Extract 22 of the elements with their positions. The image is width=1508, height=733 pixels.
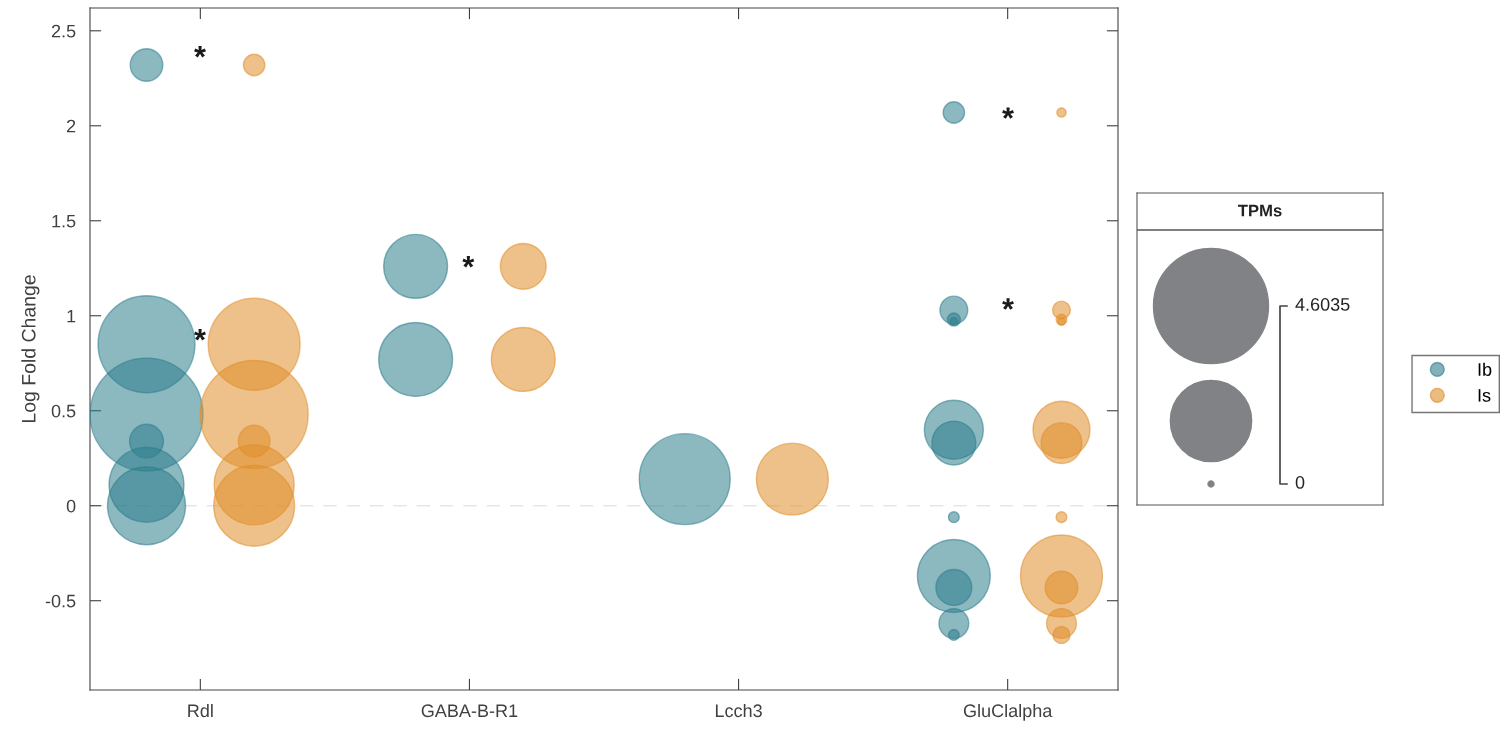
legend-label: Is	[1478, 389, 1491, 402]
legend-title: TPMs	[1237, 204, 1282, 217]
y-tick-label: 1.5	[52, 214, 76, 228]
annotation: *	[1002, 298, 1014, 310]
legend-label: Ib	[1478, 362, 1492, 376]
y-tick-label: 1	[67, 309, 76, 323]
x-tick-label: Lcch3	[715, 703, 762, 718]
legend-label: 4.6035	[1295, 298, 1350, 311]
x-tick-label: GABA-B-R1	[421, 704, 518, 718]
annotation: *	[194, 329, 206, 341]
x-tick-label: Rdl	[188, 703, 213, 718]
y-tick-label: 0	[66, 499, 76, 513]
y-tick-label: 0.5	[51, 404, 76, 418]
annotation: *	[1002, 107, 1014, 119]
y-tick-label: -0.5	[45, 594, 76, 608]
x-tick-label: GluClalpha	[963, 703, 1053, 721]
text: 0	[1295, 476, 1305, 489]
y-tick-label: 2.5	[51, 24, 76, 38]
y-axis-title: Log Fold Change	[21, 275, 40, 422]
annotation: *	[194, 46, 206, 58]
annotation: *	[462, 256, 475, 268]
y-tick-label: 2	[66, 119, 76, 133]
